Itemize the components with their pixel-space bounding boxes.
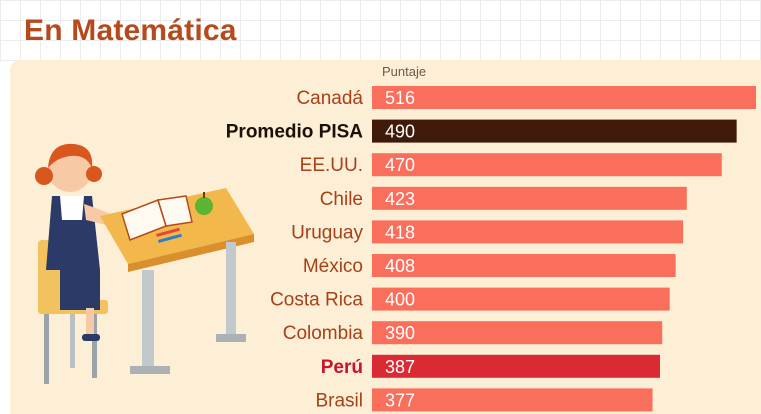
bar-costa-rica: [372, 287, 670, 311]
category-label: Brasil: [315, 390, 363, 411]
open-book-icon: [121, 195, 193, 241]
value-label: 390: [385, 323, 415, 343]
value-label: 423: [385, 189, 415, 209]
bar-uruguay: [372, 220, 684, 244]
chart-title: En Matemática: [24, 14, 237, 47]
bars-layer: Canadá 516 Promedio PISA 490 EE.UU. 470 Chile 4…: [226, 86, 756, 412]
category-label: Promedio PISA: [226, 122, 364, 143]
bar-brasil: [372, 388, 653, 412]
category-label: México: [303, 256, 363, 277]
bar-m-xico: [372, 254, 676, 277]
value-label: 387: [385, 357, 415, 377]
value-label: 418: [385, 222, 415, 242]
category-label: Costa Rica: [270, 290, 363, 311]
category-label: Canadá: [296, 88, 363, 109]
value-label: 400: [385, 290, 415, 310]
category-label: Chile: [320, 189, 363, 210]
category-label: Perú: [321, 357, 363, 378]
desk-icon: [100, 188, 254, 374]
bar-promedio-pisa: [372, 119, 737, 143]
value-label: 377: [385, 390, 415, 410]
category-label: EE.UU.: [300, 155, 363, 176]
bar-ee-uu-: [372, 153, 722, 177]
value-label: 470: [385, 155, 415, 175]
bar-per-: [372, 354, 660, 378]
value-label: 408: [385, 256, 415, 276]
value-header: Puntaje: [382, 64, 426, 79]
grid-background: [0, 0, 761, 62]
bar-colombia: [372, 321, 663, 345]
student-girl-icon: [35, 143, 126, 341]
value-label: 490: [385, 122, 415, 142]
category-label: Colombia: [283, 323, 364, 344]
bar-canad-: [372, 86, 756, 109]
pencils-icon: [155, 227, 182, 243]
value-label: 516: [385, 88, 415, 108]
bar-chile: [372, 186, 687, 210]
apple-icon: [195, 192, 213, 215]
student-at-desk-illustration: [35, 143, 254, 384]
category-label: Uruguay: [291, 222, 363, 243]
